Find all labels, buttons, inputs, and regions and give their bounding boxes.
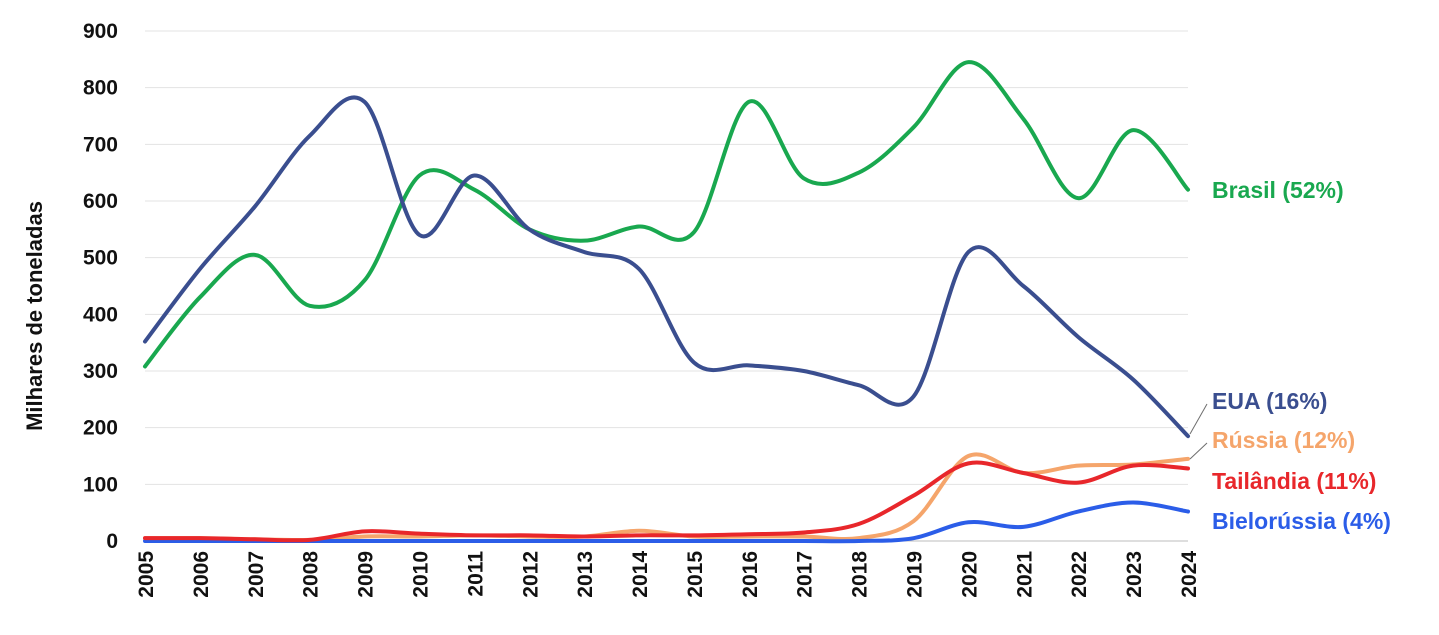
y-tick-label: 400 <box>83 303 118 326</box>
x-tick-label: 2012 <box>519 551 542 598</box>
series-label: Bielorússia (4%) <box>1212 508 1391 534</box>
series-label: Tailândia (11%) <box>1212 468 1376 494</box>
x-tick-label: 2010 <box>409 551 432 598</box>
series-lines <box>143 60 1190 544</box>
x-tick-label: 2020 <box>958 551 981 598</box>
leader-line <box>1189 442 1208 460</box>
x-tick-label: 2017 <box>794 551 817 598</box>
series-line-eua <box>143 95 1190 439</box>
series-label: EUA (16%) <box>1212 388 1327 414</box>
x-tick-label: 2009 <box>355 551 378 598</box>
y-tick-label: 100 <box>83 473 118 496</box>
grid <box>145 30 1188 542</box>
y-tick-label: 600 <box>83 190 118 213</box>
x-tick-label: 2023 <box>1123 551 1146 598</box>
y-axis-label: Milhares de toneladas <box>22 201 47 431</box>
y-tick-label: 800 <box>83 77 118 100</box>
x-tick-label: 2018 <box>849 551 872 598</box>
y-tick-label: 700 <box>83 133 118 156</box>
series-label: Rússia (12%) <box>1212 427 1355 453</box>
y-tick-label: 300 <box>83 360 118 383</box>
x-tick-label: 2015 <box>684 551 707 598</box>
series-line-brasil <box>143 60 1190 369</box>
x-tick-label: 2014 <box>629 551 652 598</box>
y-axis: 0 100 200 300 400 500 600 700 800 900 <box>83 20 118 553</box>
x-tick-label: 2016 <box>739 551 762 598</box>
x-tick-label: 2022 <box>1068 551 1091 598</box>
x-tick-label: 2021 <box>1013 551 1036 598</box>
leader-line <box>1189 403 1208 435</box>
y-tick-label: 500 <box>83 247 118 270</box>
x-axis: 2005 2006 2007 2008 2009 2010 2011 2012 2013 2014… <box>135 551 1201 598</box>
x-tick-label: 2005 <box>135 551 158 598</box>
y-tick-label: 900 <box>83 20 118 43</box>
x-tick-label: 2008 <box>300 551 323 598</box>
y-tick-label: 200 <box>83 417 118 440</box>
x-tick-label: 2011 <box>464 551 487 597</box>
x-tick-label: 2006 <box>190 551 213 598</box>
x-tick-label: 2013 <box>574 551 597 598</box>
series-line-tailandia <box>143 460 1190 543</box>
x-tick-label: 2019 <box>904 551 927 598</box>
y-tick-label: 0 <box>106 530 118 553</box>
x-tick-label: 2007 <box>245 551 268 598</box>
series-labels: Brasil (52%) EUA (16%) Rússia (12%) Tailând… <box>1189 177 1391 534</box>
x-tick-label: 2024 <box>1178 551 1201 598</box>
series-label: Brasil (52%) <box>1212 177 1344 203</box>
